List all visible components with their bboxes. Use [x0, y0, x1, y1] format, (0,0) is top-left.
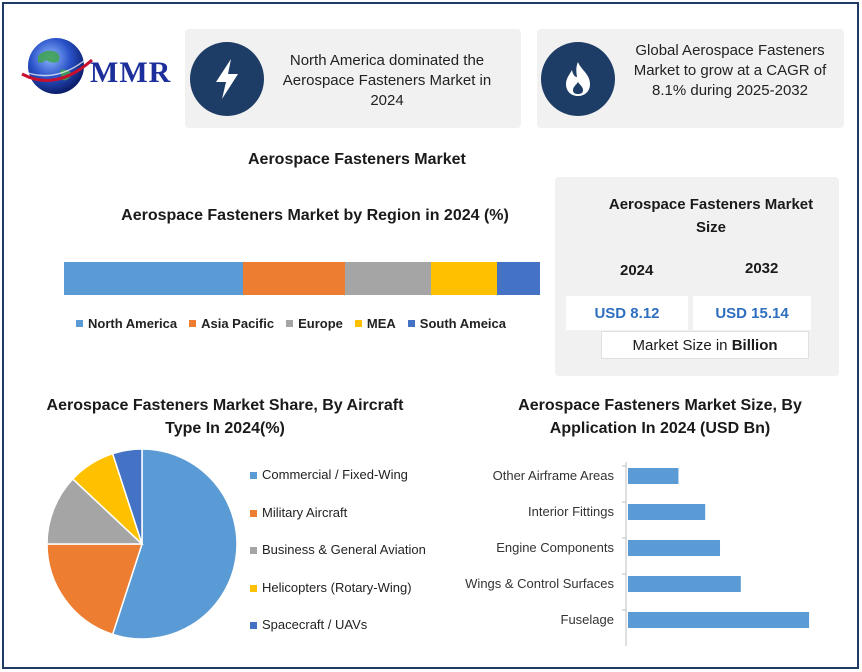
aircraft-type-pie-chart — [46, 448, 238, 640]
market-size-unit: Market Size in Billion — [601, 331, 809, 359]
legend-label: Business & General Aviation — [262, 542, 426, 557]
lightning-icon-circle — [190, 42, 264, 116]
region-bar-south-ameica — [497, 262, 540, 295]
pie-slice-spacecraft-uavs — [111, 448, 143, 545]
category-label-engine-components: Engine Components — [496, 540, 614, 555]
legend-label: Commercial / Fixed-Wing — [262, 467, 408, 482]
legend-swatch — [250, 509, 257, 517]
legend-label: North America — [88, 316, 178, 331]
region-legend-mea: MEA — [354, 316, 396, 331]
legend-swatch — [286, 320, 294, 327]
region-bar-europe — [344, 262, 431, 295]
region-legend: North America Asia Pacific Europe MEA South … — [76, 316, 518, 331]
info-card-cagr: Global Aerospace Fasteners Market to gro… — [537, 29, 844, 128]
pie-legend-military-aircraft: Military Aircraft — [250, 505, 426, 543]
region-chart-title: Aerospace Fasteners Market by Region in … — [121, 207, 509, 224]
legend-swatch — [250, 547, 257, 554]
legend-swatch — [189, 320, 197, 327]
year-2024-label: 2024 — [620, 262, 654, 279]
unit-bold: Billion — [731, 336, 778, 354]
bar-engine-components — [628, 540, 721, 556]
legend-swatch — [250, 584, 257, 592]
info-card-region: North America dominated the Aerospace Fa… — [185, 29, 521, 128]
region-bar-asia-pacific — [242, 262, 345, 295]
region-stacked-bar — [64, 262, 540, 295]
flame-icon — [566, 62, 590, 96]
flame-icon-circle — [541, 42, 615, 116]
pie-legend: Commercial / Fixed-Wing Military Aircraft… — [250, 467, 438, 655]
bar-interior-fittings — [628, 504, 706, 520]
legend-label: South Ameica — [419, 316, 506, 331]
legend-label: Helicopters (Rotary-Wing) — [262, 579, 412, 595]
legend-swatch — [250, 472, 257, 479]
lightning-icon — [216, 59, 238, 99]
market-size-2032-value: USD 15.14 — [693, 296, 811, 330]
mmr-logo: MMR — [16, 30, 176, 100]
region-legend-europe: Europe — [286, 316, 343, 331]
bar-fuselage — [628, 612, 810, 628]
category-label-wings-control-surfaces: Wings & Control Surfaces — [465, 576, 614, 591]
bar-wings-control-surfaces — [628, 576, 741, 592]
market-size-title: Aerospace Fasteners Market Size — [608, 196, 814, 236]
region-bar-north-america — [64, 262, 243, 295]
region-bar-mea — [430, 262, 498, 295]
legend-label: Spacecraft / UAVs — [262, 617, 368, 632]
region-legend-asia-pacific: Asia Pacific — [189, 316, 274, 331]
pie-slice-commercial-fixed-wing — [111, 448, 238, 640]
info-card-cagr-text: Global Aerospace Fasteners Market to gro… — [633, 42, 827, 99]
pie-slice-military-aircraft — [46, 543, 144, 636]
legend-swatch — [407, 320, 415, 327]
category-label-interior-fittings: Interior Fittings — [528, 504, 614, 519]
legend-swatch — [250, 622, 257, 629]
region-legend-north-america: North America — [76, 316, 177, 331]
pie-slice-business-general-aviation — [46, 477, 144, 545]
legend-swatch — [76, 320, 83, 327]
market-size-panel: Aerospace Fasteners Market Size 2024 203… — [555, 177, 839, 376]
logo-text: MMR — [90, 56, 172, 89]
legend-label: Asia Pacific — [201, 316, 275, 331]
pie-legend-helicopters-rotary-wing: Helicopters (Rotary-Wing) — [250, 580, 426, 618]
legend-label: Europe — [298, 316, 343, 331]
pie-legend-spacecraft-uavs: Spacecraft / UAVs — [250, 617, 426, 655]
region-legend-south-ameica: South Ameica — [407, 316, 506, 331]
legend-label: MEA — [366, 316, 396, 331]
application-bar-chart: Other Airframe Areas Interior Fittings Eng… — [465, 462, 810, 646]
pie-chart-title: Aerospace Fasteners Market Share, By Air… — [46, 397, 404, 437]
unit-prefix: Market Size in — [632, 336, 732, 354]
info-card-region-text: North America dominated the Aerospace Fa… — [282, 52, 492, 109]
application-chart-title: Aerospace Fasteners Market Size, By Appl… — [518, 397, 802, 437]
market-size-2024-value: USD 8.12 — [566, 296, 688, 330]
category-label-fuselage: Fuselage — [561, 612, 614, 627]
legend-label: Military Aircraft — [262, 504, 348, 520]
pie-legend-commercial-fixed-wing: Commercial / Fixed-Wing — [250, 467, 426, 505]
pie-legend-business-general-aviation: Business & General Aviation — [250, 542, 426, 580]
bar-other-airframe-areas — [628, 468, 679, 484]
category-label-other-airframe-areas: Other Airframe Areas — [493, 468, 615, 483]
main-title: Aerospace Fasteners Market — [248, 151, 466, 168]
globe-icon — [19, 38, 93, 94]
legend-swatch — [354, 320, 362, 327]
year-2032-label: 2032 — [745, 260, 779, 277]
